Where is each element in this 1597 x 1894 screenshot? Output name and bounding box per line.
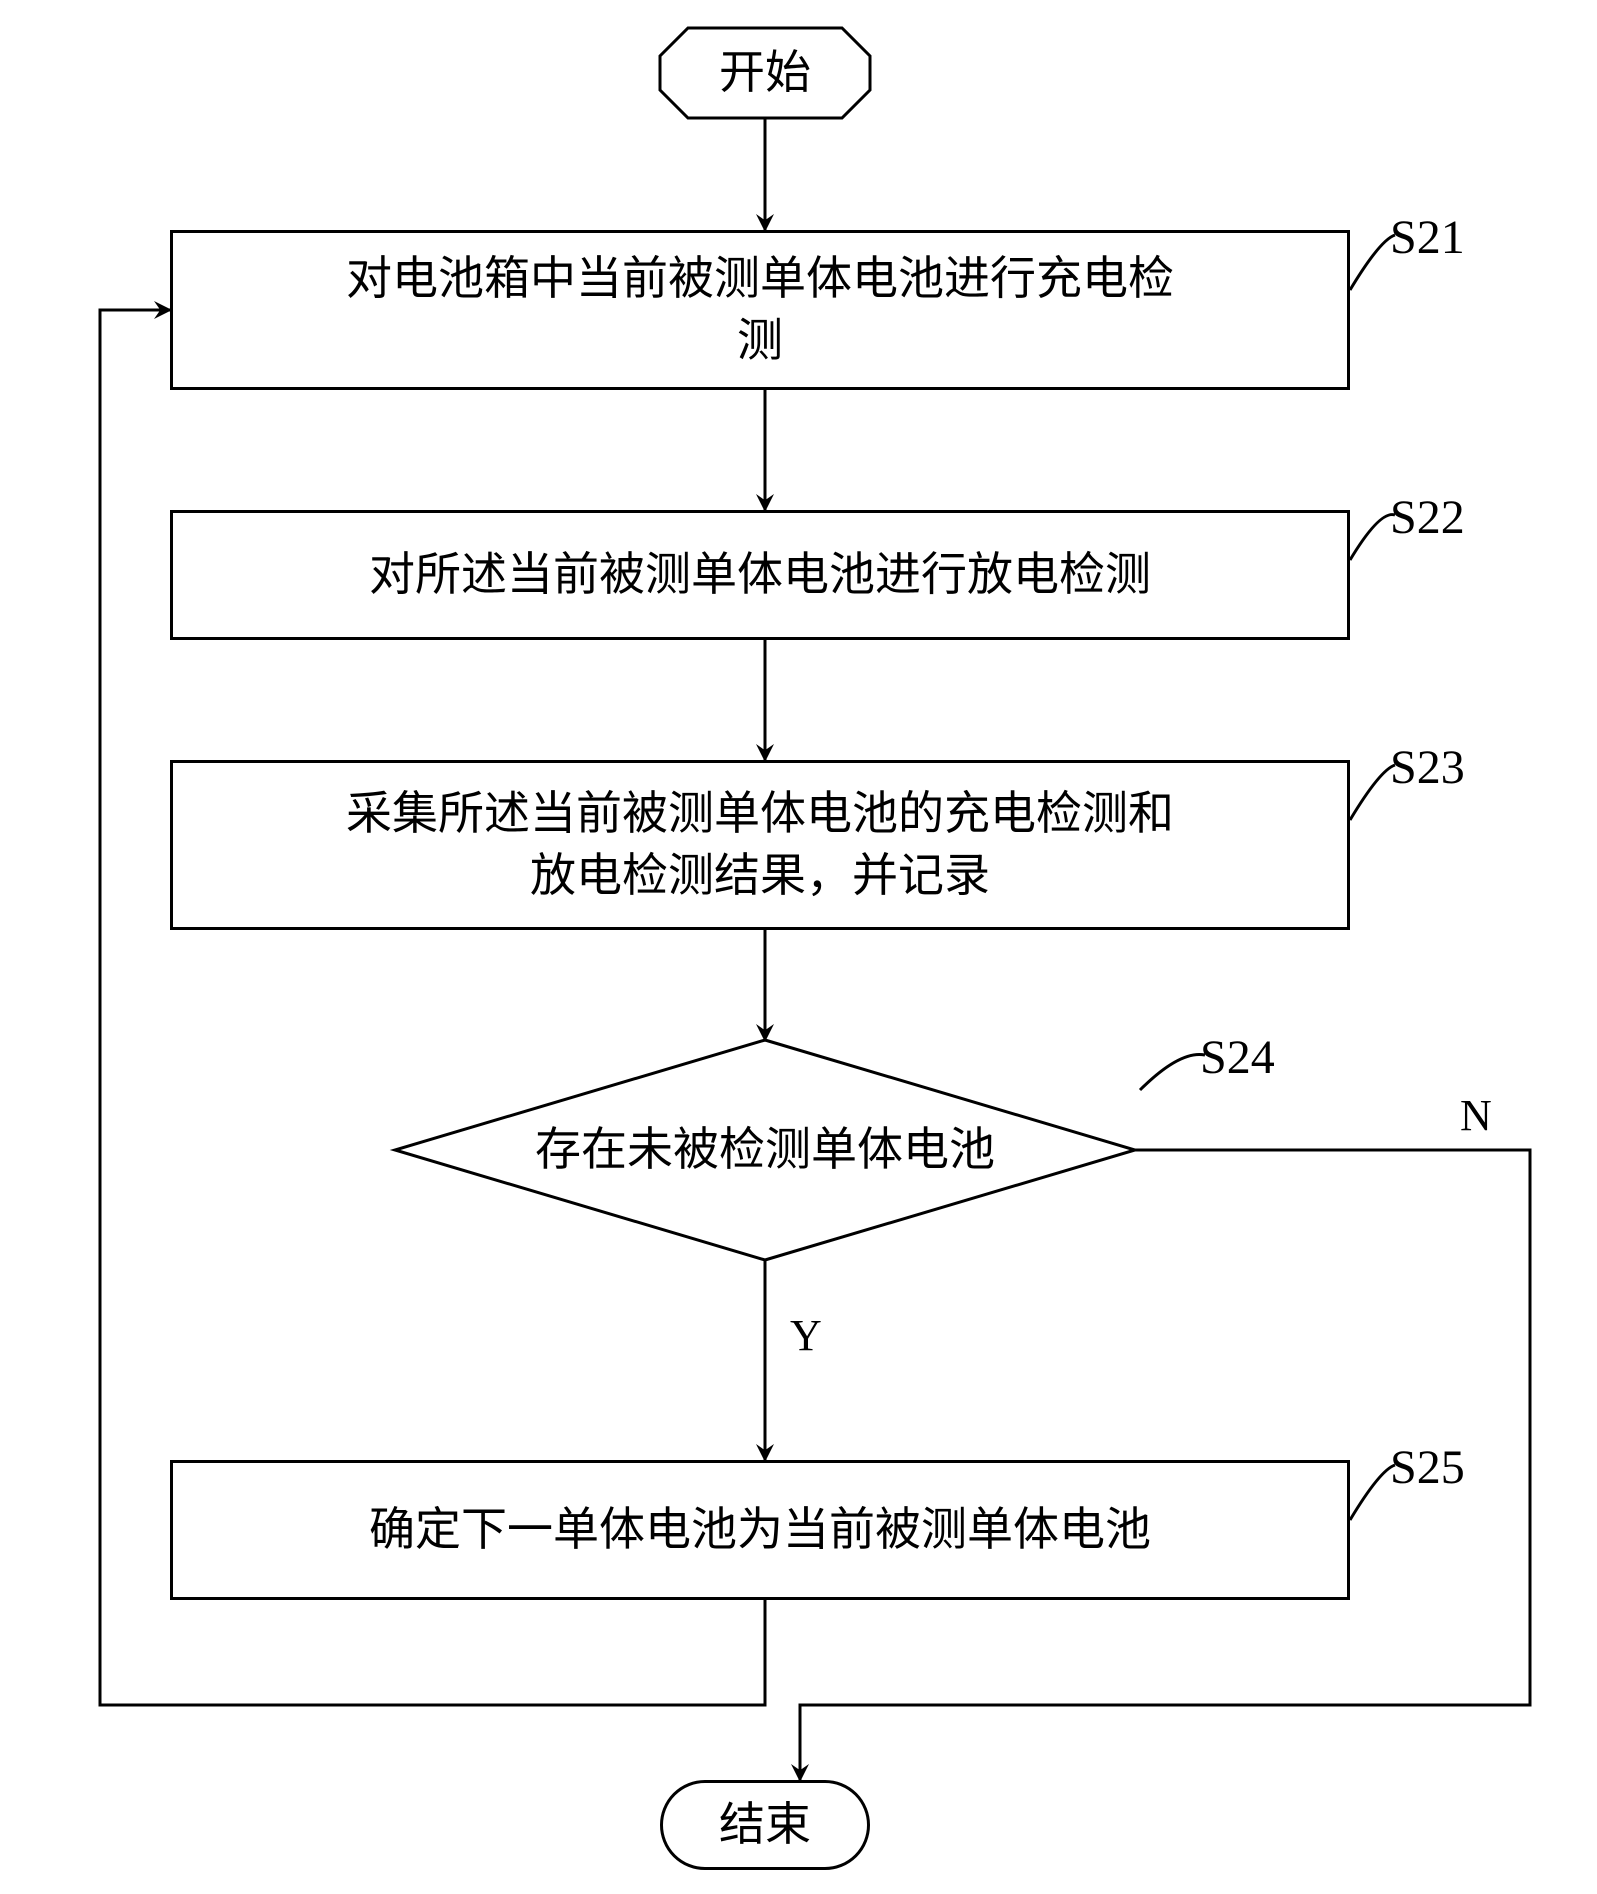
label-s23: S23 <box>1390 740 1465 795</box>
decision-no-label: N <box>1460 1090 1492 1141</box>
flowchart-canvas: 开始 对电池箱中当前被测单体电池进行充电检 测 S21 对所述当前被测单体电池进… <box>0 0 1597 1894</box>
label-s21: S21 <box>1390 210 1465 265</box>
step-s22-text: 对所述当前被测单体电池进行放电检测 <box>369 544 1151 606</box>
step-s23-line1: 采集所述当前被测单体电池的充电检测和 <box>346 788 1174 839</box>
decision-yes-label: Y <box>790 1310 822 1361</box>
step-s22: 对所述当前被测单体电池进行放电检测 <box>170 510 1350 640</box>
step-s23: 采集所述当前被测单体电池的充电检测和 放电检测结果，并记录 <box>170 760 1350 930</box>
step-s25-text: 确定下一单体电池为当前被测单体电池 <box>369 1499 1151 1561</box>
label-s25: S25 <box>1390 1440 1465 1495</box>
step-s21: 对电池箱中当前被测单体电池进行充电检 测 <box>170 230 1350 390</box>
start-label: 开始 <box>660 28 870 118</box>
label-s22: S22 <box>1390 490 1465 545</box>
decision-s24-text: 存在未被检测单体电池 <box>395 1120 1135 1180</box>
step-s21-line2: 测 <box>737 315 783 366</box>
step-s23-line2: 放电检测结果，并记录 <box>530 850 990 901</box>
step-s21-line1: 对电池箱中当前被测单体电池进行充电检 <box>346 253 1174 304</box>
end-label: 结束 <box>719 1794 811 1856</box>
end-terminator: 结束 <box>660 1780 870 1870</box>
label-s24: S24 <box>1200 1030 1275 1085</box>
step-s25: 确定下一单体电池为当前被测单体电池 <box>170 1460 1350 1600</box>
